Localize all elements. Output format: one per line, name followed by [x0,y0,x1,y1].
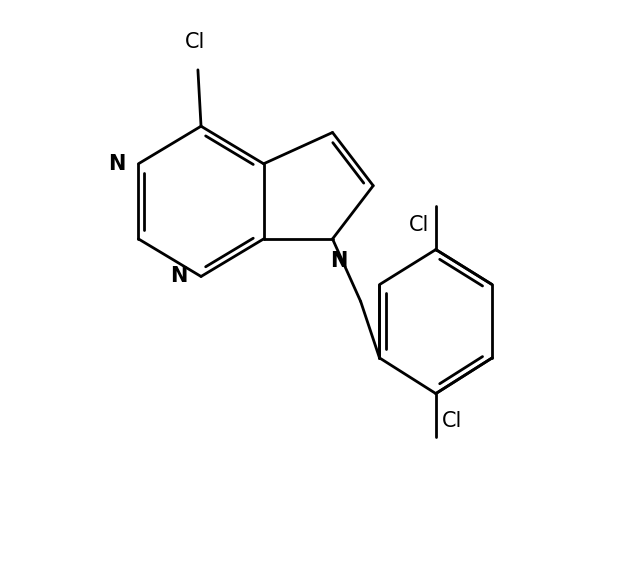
Text: N: N [170,266,188,287]
Text: Cl: Cl [409,215,429,235]
Text: Cl: Cl [184,32,205,53]
Text: Cl: Cl [442,411,463,431]
Text: N: N [108,154,125,174]
Text: N: N [330,251,348,271]
